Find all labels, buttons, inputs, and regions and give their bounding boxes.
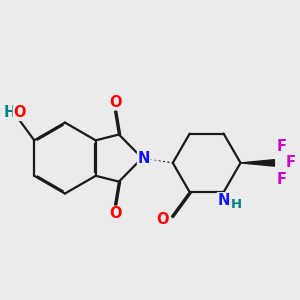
Text: O: O — [157, 212, 169, 227]
Text: F: F — [277, 172, 286, 187]
Text: O: O — [14, 105, 26, 120]
Polygon shape — [241, 160, 274, 166]
Text: N: N — [218, 193, 230, 208]
Text: H: H — [3, 105, 16, 120]
Text: F: F — [286, 155, 296, 170]
Text: O: O — [109, 206, 121, 221]
Text: N: N — [138, 151, 150, 166]
Text: F: F — [277, 139, 286, 154]
Text: O: O — [109, 95, 121, 110]
Text: H: H — [230, 198, 242, 211]
